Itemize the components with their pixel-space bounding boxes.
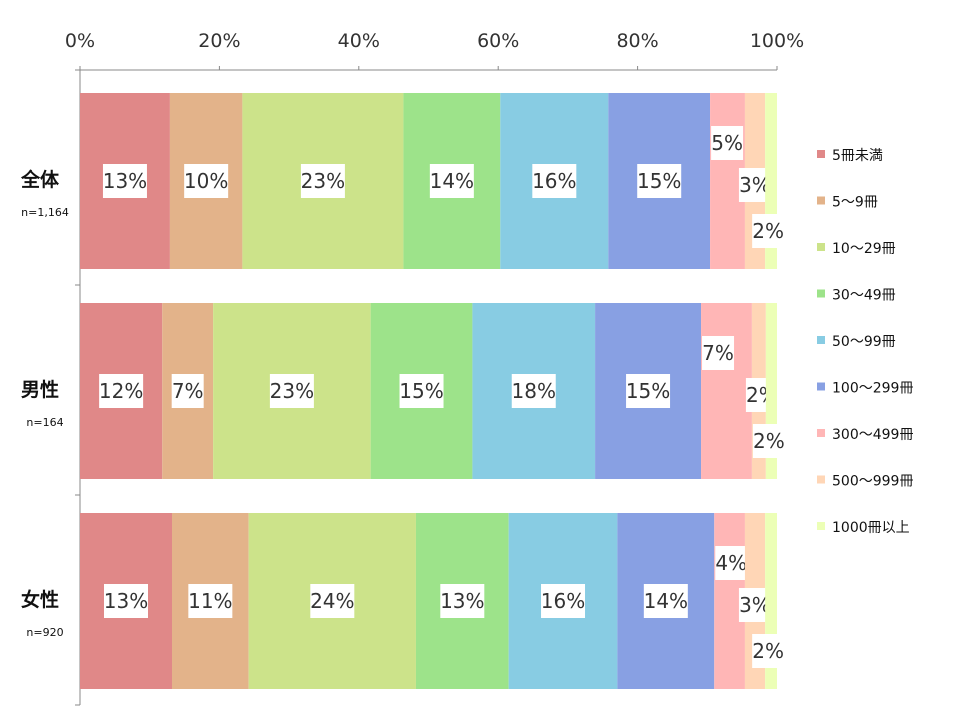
data-label-box [715, 546, 748, 580]
data-label: 10% [184, 169, 228, 193]
legend-label: 30～49冊 [832, 288, 896, 304]
bar-segment [765, 93, 777, 269]
legend-label: 500～999冊 [832, 474, 913, 490]
data-label: 12% [99, 379, 143, 403]
data-label: 18% [512, 379, 556, 403]
data-label: 15% [626, 379, 670, 403]
data-label: 7% [702, 341, 734, 365]
x-tick-label: 60% [477, 30, 519, 52]
data-label: 2% [752, 639, 784, 663]
data-label-box [99, 374, 144, 408]
data-label-box [752, 214, 785, 248]
data-label-box [752, 424, 785, 458]
x-tick-label: 80% [616, 30, 658, 52]
bar-segment [765, 513, 777, 689]
data-label-box [102, 164, 147, 198]
data-label: 13% [440, 589, 484, 613]
data-label: 2% [753, 429, 785, 453]
legend-swatch [817, 382, 825, 391]
legend-label: 10～29冊 [832, 241, 896, 257]
legend-swatch [817, 196, 825, 205]
data-label-box [171, 374, 204, 408]
data-label: 11% [188, 589, 232, 613]
data-label: 5% [711, 131, 743, 155]
x-tick-label: 100% [750, 30, 804, 52]
sample-size-label: n=920 [26, 626, 63, 639]
legend-swatch [817, 429, 825, 437]
data-label: 23% [270, 379, 314, 403]
sample-size-label: n=1,164 [21, 206, 69, 219]
data-label-box [541, 584, 586, 618]
data-label: 7% [172, 379, 204, 403]
data-label-box [532, 164, 577, 198]
data-label-box [429, 164, 474, 198]
data-label-box [637, 164, 682, 198]
data-label-box [511, 374, 556, 408]
legend-swatch [817, 150, 825, 158]
category-label: 男性 [21, 378, 59, 401]
legend-swatch [817, 243, 825, 251]
data-label-box [104, 584, 149, 618]
legend-swatch [817, 289, 825, 298]
legend-label: 50～99冊 [832, 334, 896, 350]
data-label-box [752, 634, 785, 668]
data-label: 14% [644, 589, 688, 613]
bar-segment [701, 303, 752, 479]
data-label-box [269, 374, 314, 408]
category-label: 全体 [20, 168, 60, 191]
legend-swatch [817, 475, 825, 484]
data-label: 23% [301, 169, 345, 193]
legend-swatch [817, 522, 825, 530]
data-label-box [184, 164, 229, 198]
x-tick-label: 20% [198, 30, 240, 52]
data-label-box [711, 126, 744, 160]
data-label: 13% [103, 169, 147, 193]
data-label: 16% [541, 589, 585, 613]
data-label: 13% [104, 589, 148, 613]
legend-label: 5冊未満 [832, 148, 883, 164]
data-label: 15% [399, 379, 443, 403]
data-label: 24% [310, 589, 354, 613]
data-label: 16% [532, 169, 576, 193]
data-label: 2% [752, 219, 784, 243]
category-label: 女性 [21, 588, 59, 611]
data-label-box [188, 584, 233, 618]
data-label-box [702, 336, 735, 370]
sample-size-label: n=164 [26, 416, 63, 429]
x-tick-label: 40% [338, 30, 380, 52]
data-label-box [300, 164, 345, 198]
data-label-box [310, 584, 355, 618]
legend-label: 100～299冊 [832, 381, 913, 397]
bar-segment [765, 303, 777, 479]
x-tick-label: 0% [65, 30, 95, 52]
data-label-box [626, 374, 671, 408]
legend-swatch [817, 336, 825, 344]
data-label: 14% [430, 169, 474, 193]
data-label-box [440, 584, 485, 618]
legend-label: 1000冊以上 [832, 520, 910, 536]
data-label: 4% [715, 551, 747, 575]
legend-label: 5～9冊 [832, 195, 878, 211]
data-label-box [643, 584, 688, 618]
legend-label: 300～499冊 [832, 427, 913, 443]
data-label: 15% [637, 169, 681, 193]
data-label-box [399, 374, 444, 408]
